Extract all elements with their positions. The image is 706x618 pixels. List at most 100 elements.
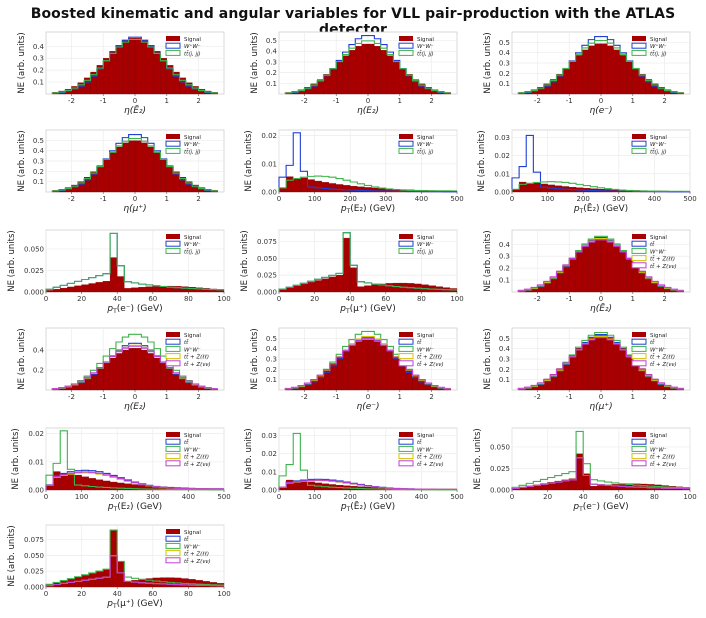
legend-swatch-ttZvv — [398, 460, 414, 467]
signal-bar — [166, 368, 174, 391]
chart-panel-4: -2 -1 0 1 2 0.1 0.2 0.3 0.4 0.5 η(μ⁺) NE (arb. unit… — [17, 129, 225, 214]
chart-panel-8: 0 20 40 60 80 100 0.000 0.025 0.050 0.075 pT(μ⁺) (… — [240, 229, 464, 315]
signal-bar — [131, 287, 139, 293]
legend-swatch-ttjj — [165, 147, 181, 154]
series-line-ttZvv — [45, 471, 224, 490]
legend-label: W⁺W⁻ — [184, 446, 201, 453]
signal-bar — [96, 165, 104, 193]
legend-swatch-ww — [631, 140, 647, 147]
x-tick-label: 1 — [398, 393, 402, 401]
signal-bar — [195, 287, 203, 293]
legend-label: Signal — [417, 37, 434, 43]
x-tick-label: 200 — [577, 195, 590, 203]
series-line-ttjj — [45, 232, 224, 292]
signal-bar — [145, 286, 153, 293]
signal-bar — [52, 289, 61, 293]
signal-bar — [581, 245, 589, 293]
legend-label: tt̄ + Z(ℓℓ) — [417, 354, 442, 361]
y-tick-label: 0.4 — [33, 347, 45, 355]
x-tick-label: -1 — [566, 295, 573, 303]
legend-label: W⁺W⁻ — [417, 43, 434, 50]
x-tick-label: 0 — [277, 295, 281, 303]
signal-bar — [342, 351, 350, 391]
legend-label: Signal — [650, 37, 667, 43]
x-tick-label: 0 — [277, 195, 281, 203]
signal-bar — [594, 335, 602, 391]
legend-label: tt̄ — [650, 339, 655, 346]
signal-bar — [600, 238, 608, 293]
legend-label: tt̄ + Z(νν) — [650, 361, 677, 368]
y-axis-label: NE (arb. units) — [483, 328, 493, 389]
x-tick-label: 300 — [379, 493, 392, 501]
signal-bar — [188, 286, 196, 293]
signal-bar — [67, 286, 75, 293]
legend-swatch-ttjj — [398, 345, 414, 352]
signal-bar — [399, 363, 407, 391]
legend-swatch-ttZll — [631, 453, 647, 460]
x-tick-label: 0 — [510, 195, 514, 203]
signal-bar — [124, 288, 132, 293]
x-tick-label: 1 — [165, 393, 169, 401]
legend-swatch-ttZvv — [165, 557, 181, 564]
signal-bar — [117, 276, 125, 293]
y-tick-label: 0.02 — [494, 152, 510, 160]
signal-bar — [569, 257, 576, 293]
legend-label: tt̄(j, jj) — [417, 248, 434, 255]
legend-swatch-ttjj — [398, 147, 414, 154]
x-tick-label: -2 — [534, 295, 541, 303]
legend-swatch-ttZvv — [398, 360, 414, 367]
x-tick-label: 500 — [683, 195, 696, 203]
y-tick-label: 0.3 — [33, 158, 44, 166]
signal-bar — [117, 482, 125, 491]
x-tick-label: 60 — [614, 493, 623, 501]
y-axis-label: NE (arb. units) — [11, 428, 21, 489]
legend-swatch-ttZvv — [631, 460, 647, 467]
legend-label: Signal — [417, 135, 434, 141]
legend-label: tt̄ + Z(νν) — [650, 263, 677, 270]
signal-bar — [575, 453, 584, 491]
y-tick-label: 0.4 — [499, 241, 511, 249]
y-tick-label: 0.1 — [266, 80, 277, 88]
signal-bar — [335, 274, 344, 293]
signal-bar — [293, 178, 301, 193]
series-line-ttjj — [284, 40, 451, 94]
signal-bar — [581, 49, 589, 95]
legend-swatch-ttZvv — [165, 460, 181, 467]
legend-label: tt̄(j, jj) — [650, 148, 667, 155]
signal-bar — [607, 337, 614, 391]
signal-bar — [618, 483, 627, 491]
signal-bar — [152, 286, 161, 293]
signal-bar — [122, 349, 129, 391]
signal-bar — [342, 185, 351, 193]
signal-bar — [350, 267, 358, 293]
x-tick-label: -1 — [100, 393, 107, 401]
signal-bar — [96, 368, 104, 391]
signal-bar — [399, 68, 407, 95]
x-tick-label: 300 — [146, 493, 159, 501]
signal-bar — [562, 361, 570, 391]
y-axis-label: NE (arb. units) — [17, 328, 27, 389]
y-tick-label: 0.5 — [266, 335, 277, 343]
signal-bar — [364, 285, 372, 293]
signal-bar — [540, 183, 548, 193]
x-tick-label: -2 — [68, 393, 75, 401]
legend-swatch-ttZll — [398, 353, 414, 360]
signal-bar — [392, 282, 401, 293]
x-axis-label: η(Ē₂) — [590, 303, 612, 314]
y-tick-label: 0.050 — [24, 245, 44, 253]
legend-label: tt̄ + Z(ℓℓ) — [184, 354, 209, 361]
x-tick-label: 0 — [44, 590, 48, 598]
legend-label: Signal — [650, 235, 667, 241]
x-tick-label: 1 — [631, 393, 635, 401]
y-axis-label: NE (arb. units) — [244, 130, 254, 191]
legend-label: tt̄(j, jj) — [417, 50, 434, 57]
x-tick-label: 2 — [429, 393, 433, 401]
y-tick-label: 0.000 — [257, 289, 277, 297]
y-tick-label: 0.4 — [499, 345, 511, 353]
signal-bar — [103, 58, 110, 95]
x-tick-label: 2 — [662, 393, 666, 401]
series-line-ttjj — [511, 430, 690, 490]
signal-bar — [95, 282, 104, 293]
legend-swatch-tt — [631, 338, 647, 345]
x-tick-label: 0 — [44, 493, 48, 501]
